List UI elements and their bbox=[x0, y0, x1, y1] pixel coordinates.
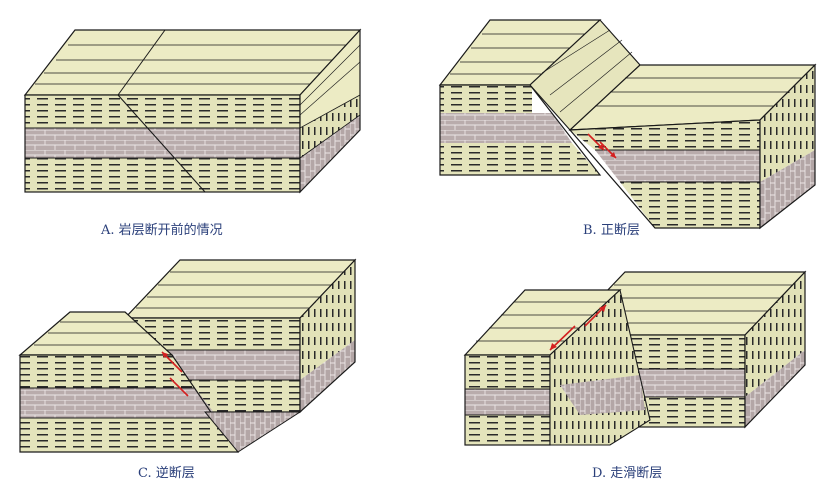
block-reverse-fault bbox=[18, 258, 357, 453]
block-strike-slip-fault bbox=[463, 270, 807, 446]
caption-b: B. 正断层 bbox=[583, 223, 640, 238]
caption-a: A. 岩层断开前的情况 bbox=[101, 223, 223, 238]
block-intact bbox=[23, 28, 362, 194]
caption-c: C. 逆断层 bbox=[138, 466, 195, 481]
caption-d: D. 走滑断层 bbox=[592, 466, 663, 481]
block-normal-fault bbox=[438, 19, 817, 230]
